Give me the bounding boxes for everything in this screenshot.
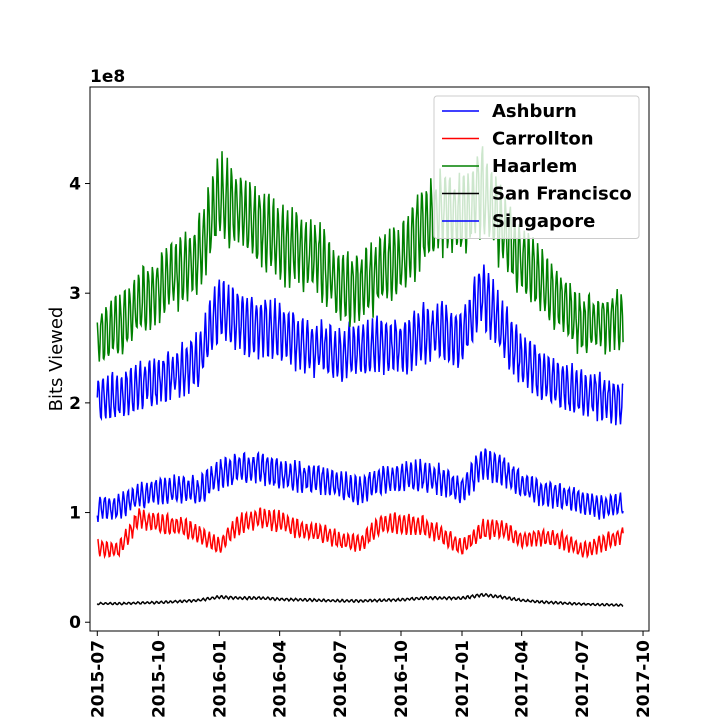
y-axis: 0 1 2 3 4 [69, 175, 90, 633]
x-tick-label: 2017-04 [513, 640, 533, 718]
legend: Ashburn Carrollton Haarlem San Francisco Sin… [433, 95, 640, 239]
y-tick-label: 1 [69, 504, 81, 524]
x-tick-label: 2017-07 [573, 640, 593, 718]
x-tick-label: 2016-04 [271, 640, 291, 718]
y-tick-label: 2 [69, 394, 81, 414]
y-axis-label: Bits Viewed [46, 307, 67, 412]
legend-label: Singapore [492, 211, 595, 232]
x-tick-label: 2015-10 [149, 640, 169, 718]
x-tick-label: 2016-10 [392, 640, 412, 718]
series-line-singapore [96, 448, 624, 522]
x-axis: 2015-07 2015-10 2016-01 2016-04 2016-07 2016-… [88, 631, 654, 718]
y-tick-label: 3 [69, 284, 81, 304]
y-tick-label: 4 [69, 175, 81, 195]
legend-label: Haarlem [492, 156, 577, 177]
x-tick-label: 2015-07 [88, 640, 108, 718]
x-tick-label: 2017-10 [634, 640, 654, 718]
y-tick-label: 0 [69, 613, 81, 633]
series-line-san-francisco [96, 592, 624, 607]
plot-frame [89, 86, 650, 632]
legend-box [433, 95, 640, 239]
series-line-carrollton [97, 507, 624, 560]
series-line-ashburn [96, 264, 624, 426]
x-tick-label: 2016-07 [331, 640, 351, 718]
y-offset-label: 1e8 [90, 67, 125, 87]
legend-label: San Francisco [492, 184, 632, 205]
legend-label: Carrollton [492, 129, 594, 150]
x-tick-label: 2016-01 [210, 640, 230, 718]
series-line-haarlem [96, 146, 624, 362]
x-tick-label: 2017-01 [453, 640, 473, 718]
legend-label: Ashburn [492, 101, 577, 122]
series-layer [96, 146, 624, 607]
